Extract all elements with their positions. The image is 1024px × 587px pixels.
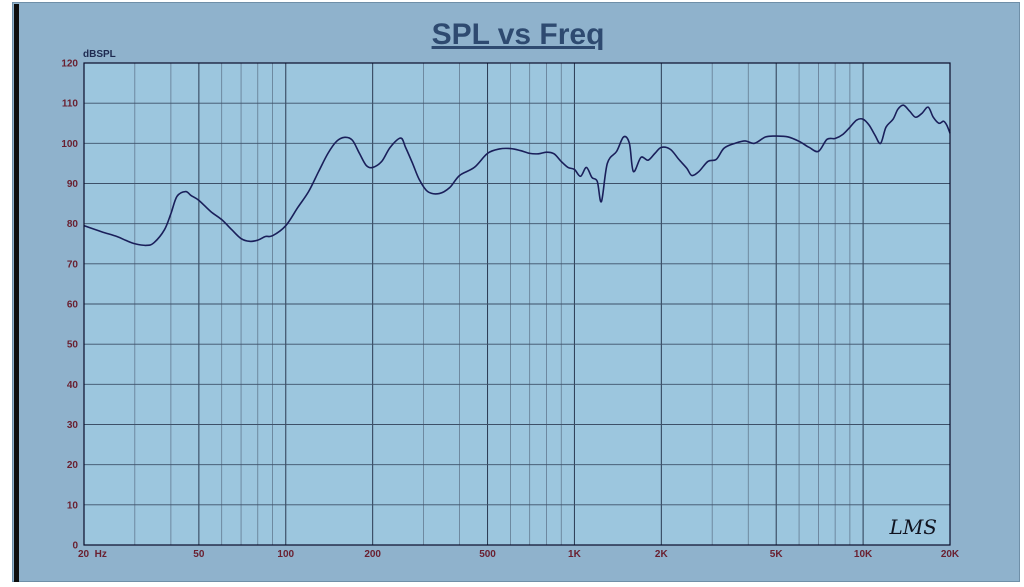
y-tick-label: 20 — [67, 460, 79, 471]
x-tick-label: 500 — [479, 549, 496, 560]
x-tick-label: 10K — [854, 549, 873, 560]
y-tick-label: 90 — [67, 179, 79, 190]
y-tick-label: 10 — [67, 500, 79, 511]
y-tick-label: 70 — [67, 259, 79, 270]
x-tick-label: 20K — [941, 549, 960, 560]
y-tick-label: 0 — [72, 541, 78, 552]
y-tick-label: 120 — [61, 59, 78, 70]
y-tick-labels: 0 10 20 30 40 50 60 70 80 90 100 110 120 — [61, 59, 78, 552]
y-tick-label: 110 — [62, 99, 79, 110]
y-tick-label: 40 — [67, 380, 79, 391]
x-tick-label: 50 — [193, 549, 205, 560]
left-edge-rule — [14, 4, 19, 582]
y-tick-label: 80 — [67, 219, 79, 230]
y-axis-label: dBSPL — [83, 49, 116, 60]
y-tick-label: 30 — [67, 420, 79, 431]
x-tick-label: 200 — [364, 549, 381, 560]
y-tick-label: 100 — [61, 139, 78, 150]
x-tick-label: 100 — [277, 549, 294, 560]
y-tick-label: 60 — [67, 300, 79, 311]
chart-title: SPL vs Freq — [432, 18, 605, 51]
spl-response-line — [83, 104, 951, 247]
series-group — [83, 104, 951, 247]
lms-logo: LMS — [889, 515, 937, 539]
x-tick-labels: 20 Hz 50 100 200 500 1K 2K 5K 10K 20K — [78, 549, 960, 560]
y-tick-label: 50 — [67, 340, 79, 351]
x-tick-label: 5K — [770, 549, 784, 560]
x-tick-label: 20 Hz — [78, 549, 107, 560]
x-tick-label: 1K — [568, 549, 582, 560]
x-tick-label: 2K — [655, 549, 669, 560]
plot-border — [83, 62, 951, 546]
